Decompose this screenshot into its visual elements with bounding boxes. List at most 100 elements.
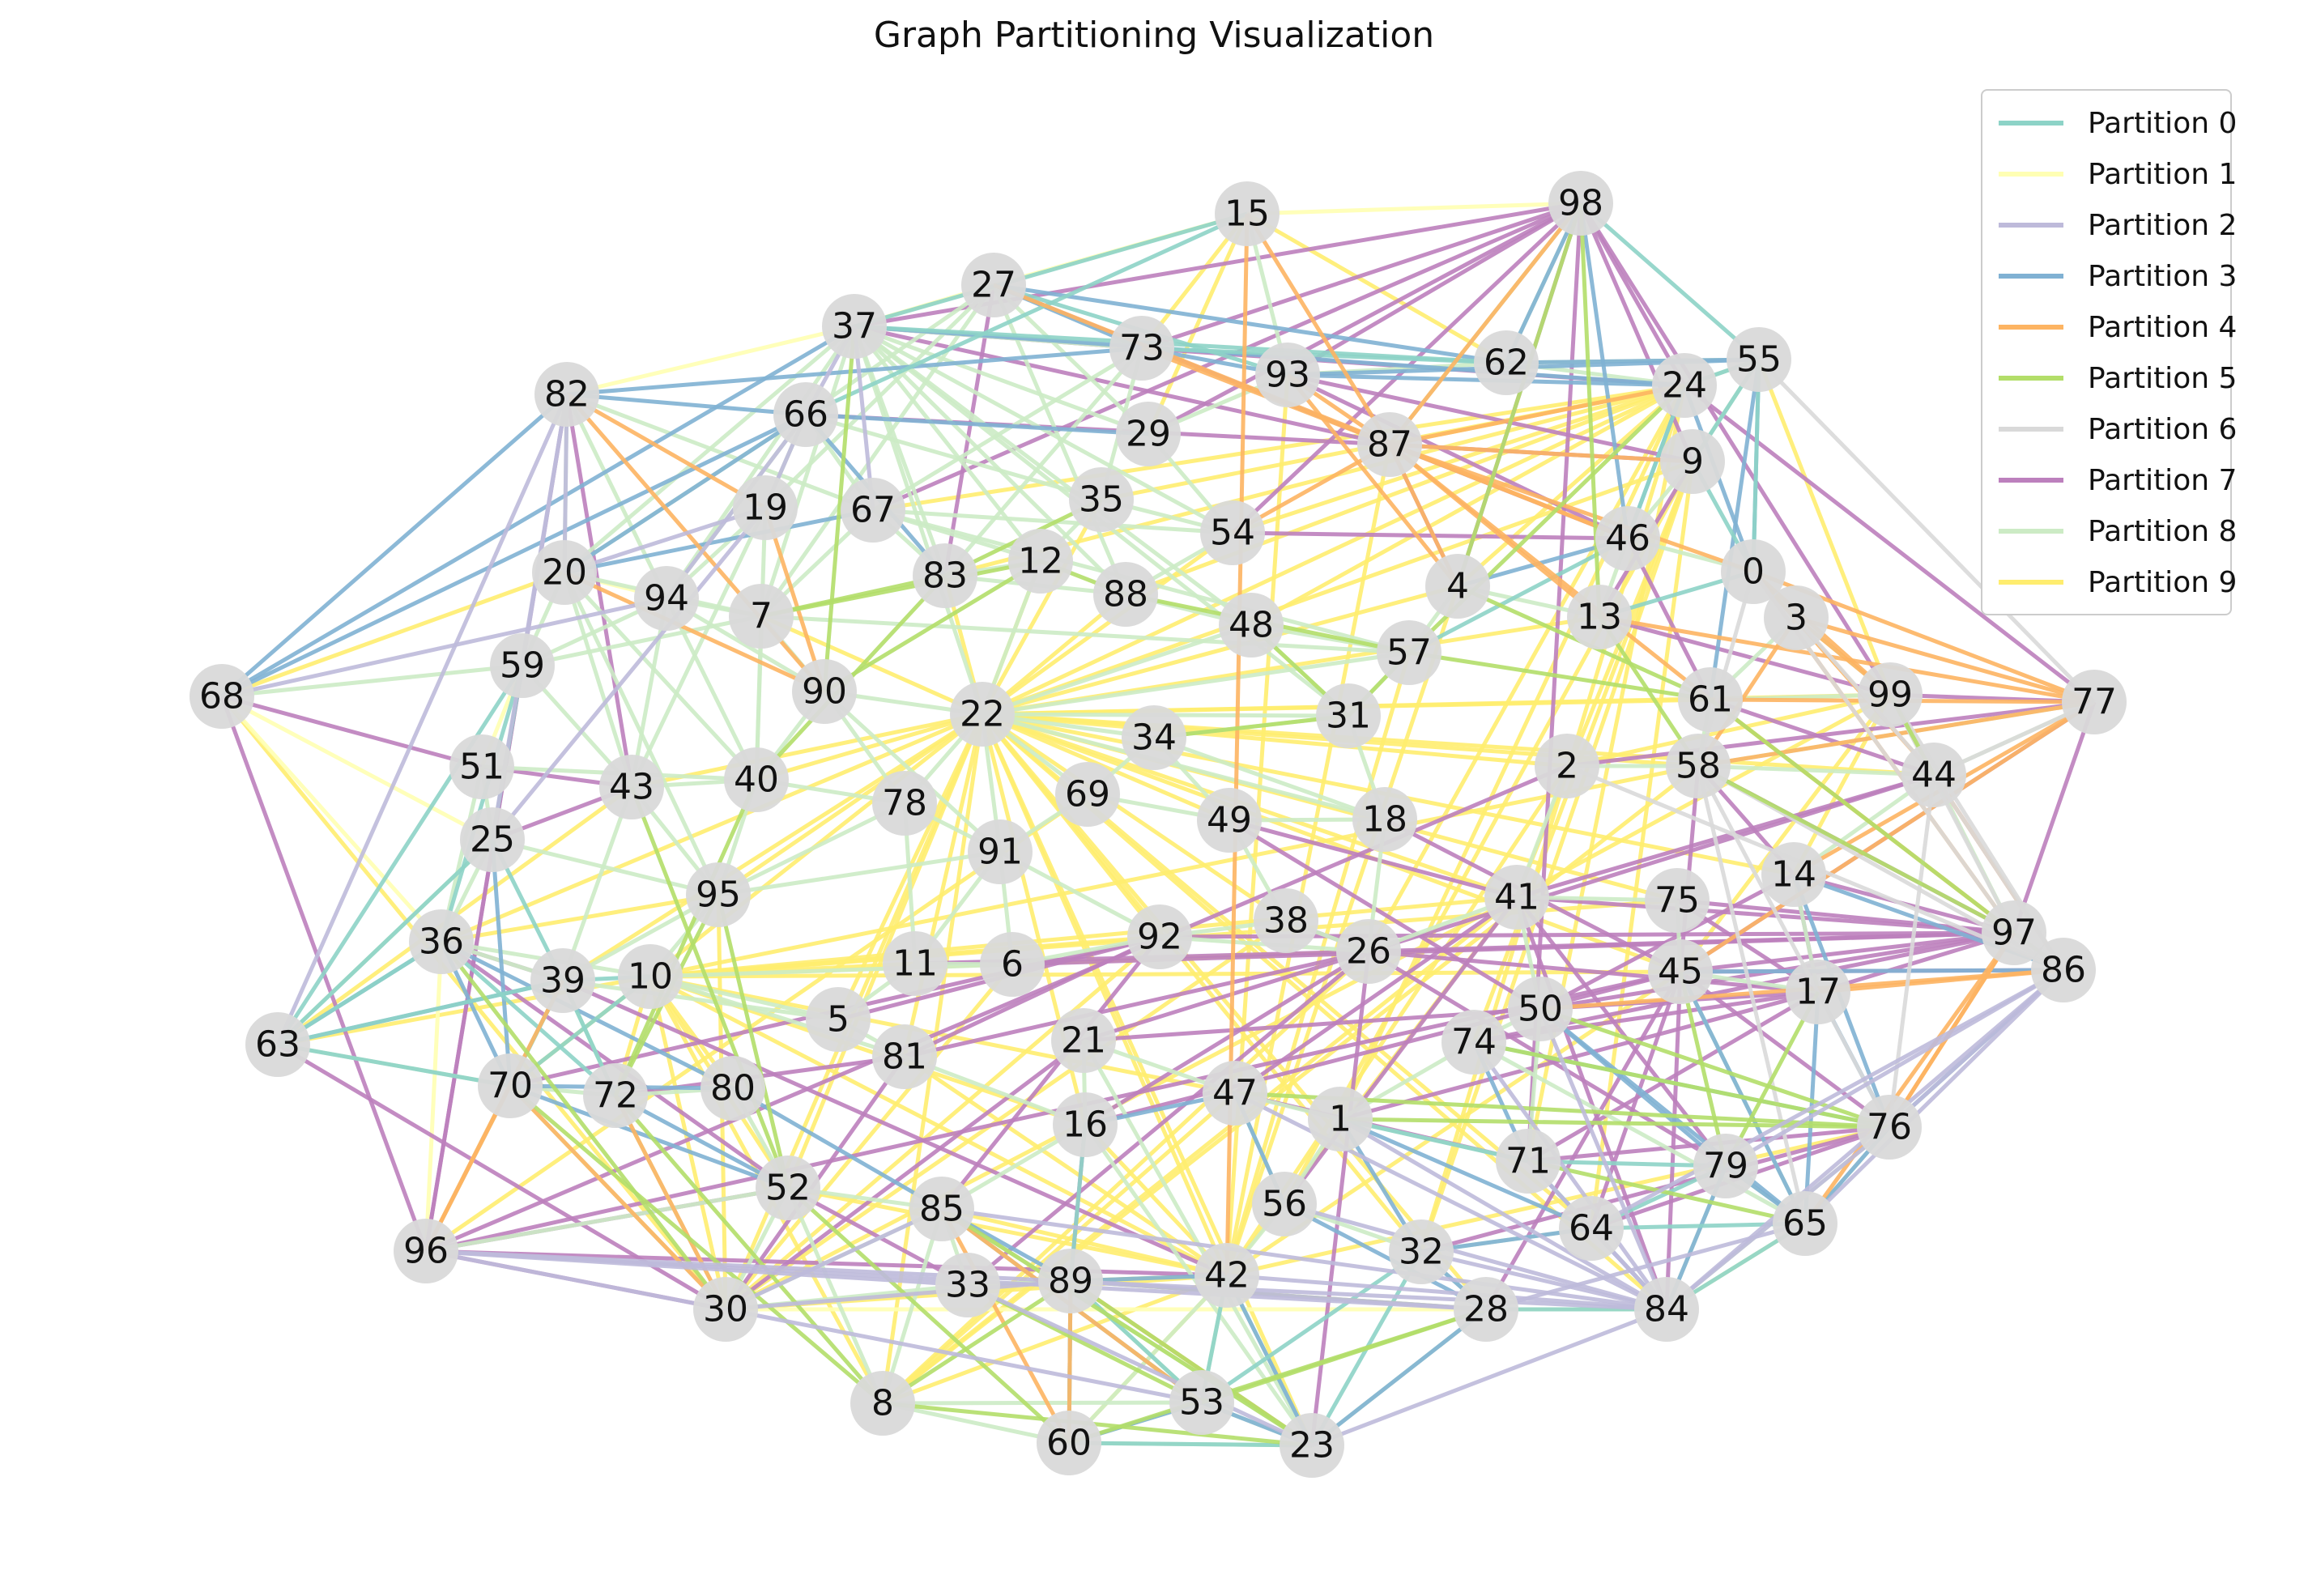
node-17: 17 (1786, 960, 1850, 1024)
edge-22-45 (982, 712, 1681, 974)
legend-swatch (1999, 427, 2063, 432)
node-32: 32 (1389, 1219, 1454, 1284)
node-label: 21 (1061, 1020, 1106, 1062)
node-19: 19 (733, 475, 798, 540)
node-16: 16 (1053, 1092, 1118, 1157)
node-18: 18 (1352, 787, 1417, 852)
node-label: 95 (696, 875, 741, 916)
legend-label: Partition 9 (2088, 565, 2238, 599)
edge-96-33 (425, 1249, 969, 1287)
edge-47-84 (1233, 1091, 1668, 1312)
edge-33-23 (966, 1283, 1314, 1448)
edge-65-97 (1803, 931, 2016, 1225)
node-label: 92 (1137, 917, 1182, 958)
node-31: 31 (1316, 683, 1381, 748)
node-13: 13 (1567, 585, 1632, 649)
node-circle (1389, 1219, 1454, 1284)
node-label: 66 (783, 394, 828, 436)
node-label: 23 (1289, 1425, 1335, 1466)
node-circle (534, 362, 599, 427)
edge-98-46 (1578, 202, 1630, 539)
edge-22-2 (982, 712, 1568, 768)
edge-55-0 (1751, 359, 1761, 572)
edge-58-45 (1678, 765, 1701, 972)
edge-37-12 (853, 325, 1042, 563)
node-label: 43 (609, 767, 654, 808)
node-circle (618, 944, 683, 1009)
edge-94-40 (664, 597, 759, 781)
node-circle (693, 1277, 758, 1342)
node-61: 61 (1678, 667, 1743, 732)
node-label: 35 (1079, 479, 1124, 521)
node-circle (2031, 938, 2096, 1002)
chart-title: Graph Partitioning Visualization (873, 15, 1435, 56)
node-15: 15 (1215, 181, 1280, 246)
node-22: 22 (950, 682, 1015, 747)
edge-43-39 (560, 786, 634, 981)
edge-19-43 (629, 506, 768, 789)
node-label: 2 (1556, 746, 1578, 787)
node-78: 78 (872, 771, 937, 836)
node-label: 19 (743, 487, 788, 529)
node-label: 72 (593, 1075, 638, 1117)
node-label: 6 (1001, 944, 1024, 985)
node-label: 22 (960, 694, 1005, 735)
edge-77-24 (1683, 384, 2096, 704)
node-27: 27 (961, 253, 1026, 317)
edge-89-23 (1069, 1279, 1314, 1448)
node-label: 1 (1329, 1099, 1352, 1140)
edge-53-32 (1200, 1249, 1423, 1405)
edge-71-65 (1527, 1159, 1806, 1226)
edge-42-84 (1226, 1273, 1667, 1312)
edge-1-64 (1339, 1117, 1592, 1231)
edge-36-80 (440, 939, 735, 1091)
node-label: 51 (459, 747, 505, 788)
node-46: 46 (1595, 506, 1660, 571)
edge-24-83 (944, 383, 1685, 578)
node-label: 86 (2041, 950, 2086, 991)
edge-8-53 (882, 1400, 1203, 1406)
node-circle (532, 540, 597, 605)
node-4: 4 (1425, 554, 1490, 619)
edge-27-62 (993, 283, 1507, 365)
node-65: 65 (1773, 1191, 1837, 1256)
edge-15-66 (804, 211, 1249, 417)
node-67: 67 (841, 478, 905, 543)
edge-68-66 (220, 412, 807, 699)
node-12: 12 (1008, 529, 1073, 594)
node-circle (1055, 762, 1120, 827)
node-28: 28 (1454, 1277, 1518, 1342)
node-37: 37 (822, 294, 887, 359)
edge-55-77 (1757, 358, 2096, 704)
node-label: 16 (1062, 1104, 1108, 1146)
node-label: 83 (922, 555, 968, 597)
node-62: 62 (1474, 330, 1539, 395)
node-label: 8 (871, 1383, 894, 1424)
node-circle (1215, 181, 1280, 246)
legend-item: Partition 2 (1999, 205, 2237, 245)
node-1: 1 (1308, 1087, 1373, 1151)
node-circle (686, 862, 751, 927)
node-circle (1093, 562, 1158, 627)
edge-87-24 (1389, 383, 1685, 447)
node-circle (1858, 662, 1923, 727)
edge-37-90 (822, 326, 857, 692)
edge-37-29 (854, 324, 1149, 436)
node-70: 70 (478, 1053, 543, 1118)
legend-item: Partition 0 (1999, 103, 2237, 143)
node-label: 64 (1569, 1208, 1614, 1249)
node-label: 50 (1518, 989, 1563, 1030)
node-label: 49 (1207, 800, 1252, 841)
edge-24-67 (872, 383, 1685, 513)
node-label: 5 (827, 999, 850, 1041)
edge-60-85 (939, 1207, 1071, 1445)
node-45: 45 (1648, 939, 1713, 1004)
node-circle (449, 734, 514, 799)
node-91: 91 (968, 819, 1033, 884)
node-circle (1377, 620, 1441, 685)
edge-68-36 (220, 695, 443, 943)
node-label: 39 (540, 960, 586, 1002)
node-63: 63 (245, 1012, 310, 1077)
edge-42-52 (787, 1185, 1228, 1278)
node-2: 2 (1535, 734, 1599, 798)
